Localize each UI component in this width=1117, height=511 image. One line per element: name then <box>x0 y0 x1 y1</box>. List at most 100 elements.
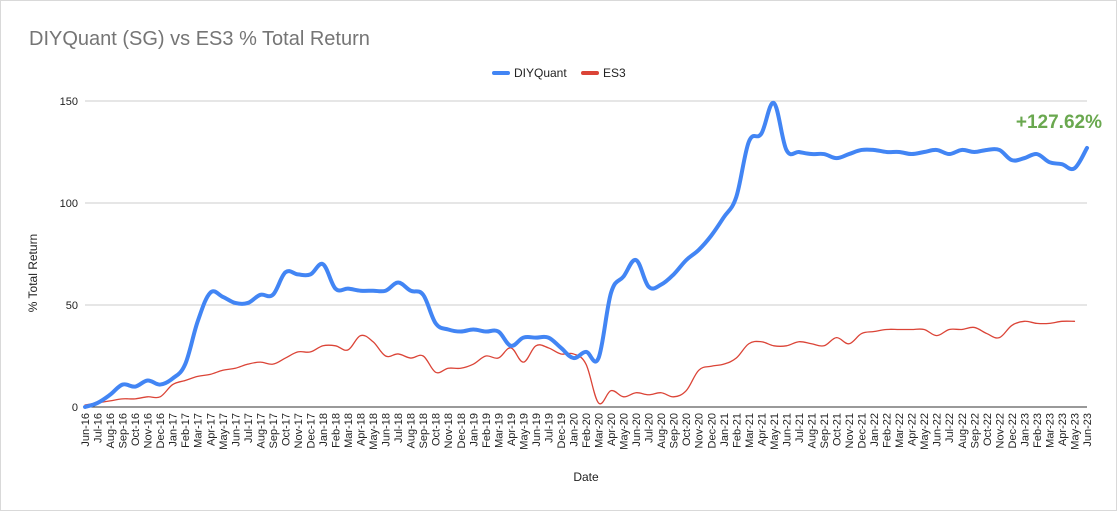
x-tick-label: Jan-21 <box>719 413 731 447</box>
x-tick-label: Jun-21 <box>781 413 793 447</box>
x-tick-label: Mar-21 <box>744 413 756 448</box>
y-tick-label: 100 <box>60 198 78 210</box>
x-tick-label: Jul-21 <box>794 413 806 443</box>
x-tick-label: Dec-22 <box>1007 413 1019 448</box>
x-tick-label: Jan-17 <box>168 413 180 447</box>
x-tick-label: Apr-17 <box>205 413 217 446</box>
x-tick-label: Dec-19 <box>556 413 568 448</box>
x-tick-label: May-17 <box>218 413 230 450</box>
x-tick-label: Mar-23 <box>1044 413 1056 448</box>
x-tick-label: Jun-22 <box>932 413 944 447</box>
y-axis-ticks: 0 50 100 150 <box>60 96 78 414</box>
x-tick-label: Jun-18 <box>381 413 393 447</box>
x-tick-label: Mar-22 <box>894 413 906 448</box>
x-tick-label: Jul-16 <box>93 413 105 443</box>
legend-label-diyquant: DIYQuant <box>514 66 567 80</box>
x-tick-label: Feb-21 <box>731 413 743 448</box>
legend-label-es3: ES3 <box>603 66 626 80</box>
x-tick-label: Dec-18 <box>456 413 468 448</box>
x-tick-label: Jul-22 <box>944 413 956 443</box>
x-tick-label: Jul-17 <box>243 413 255 443</box>
y-tick-label: 0 <box>72 402 78 414</box>
x-tick-label: Dec-17 <box>305 413 317 448</box>
y-tick-label: 50 <box>66 300 78 312</box>
x-tick-label: Jun-19 <box>531 413 543 447</box>
x-tick-label: May-21 <box>769 413 781 450</box>
x-tick-label: Jul-19 <box>543 413 555 443</box>
x-tick-label: May-19 <box>518 413 530 450</box>
x-axis-ticks: Jun-16 Jul-16 Aug-16 Sep-16 Oct-16 Nov-16 Dec-… <box>80 413 1094 450</box>
x-tick-label: Aug-20 <box>656 413 668 448</box>
x-tick-label: Feb-20 <box>581 413 593 448</box>
x-tick-label: Sep-21 <box>819 413 831 448</box>
x-tick-label: Aug-17 <box>255 413 267 448</box>
x-tick-label: Oct-21 <box>832 413 844 446</box>
x-tick-label: Oct-17 <box>280 413 292 446</box>
x-tick-label: Jan-20 <box>568 413 580 447</box>
x-tick-label: Aug-18 <box>406 413 418 448</box>
y-axis-title: % Total Return <box>26 234 40 313</box>
x-tick-label: May-22 <box>919 413 931 450</box>
chart-title: DIYQuant (SG) vs ES3 % Total Return <box>29 28 370 50</box>
x-tick-label: Aug-16 <box>105 413 117 448</box>
x-tick-label: Feb-19 <box>481 413 493 448</box>
x-tick-label: May-18 <box>368 413 380 450</box>
x-tick-label: Sep-22 <box>969 413 981 448</box>
x-tick-label: Aug-22 <box>957 413 969 448</box>
series-line-es3 <box>84 320 1076 406</box>
x-tick-label: Jul-18 <box>393 413 405 443</box>
x-tick-label: Nov-20 <box>694 413 706 448</box>
series-line-diyquant <box>83 101 1089 409</box>
x-tick-label: Oct-20 <box>681 413 693 446</box>
x-tick-label: May-20 <box>619 413 631 450</box>
x-tick-label: Jun-20 <box>631 413 643 447</box>
x-tick-label: Apr-20 <box>606 413 618 446</box>
x-tick-label: Sep-17 <box>268 413 280 448</box>
x-tick-label: Apr-18 <box>356 413 368 446</box>
x-tick-label: Jan-22 <box>869 413 881 447</box>
x-tick-label: Apr-22 <box>907 413 919 446</box>
x-tick-label: Jun-17 <box>230 413 242 447</box>
x-tick-label: Jul-20 <box>644 413 656 443</box>
x-tick-label: May-23 <box>1069 413 1081 450</box>
x-tick-label: Oct-18 <box>431 413 443 446</box>
x-tick-label: Sep-16 <box>118 413 130 448</box>
x-tick-label: Feb-23 <box>1032 413 1044 448</box>
y-tick-label: 150 <box>60 96 78 108</box>
x-tick-label: Jan-18 <box>318 413 330 447</box>
x-tick-label: Mar-17 <box>193 413 205 448</box>
x-axis-title: Date <box>573 470 599 484</box>
x-tick-label: Mar-18 <box>343 413 355 448</box>
legend: DIYQuant ES3 <box>492 66 626 80</box>
x-tick-label: Sep-18 <box>418 413 430 448</box>
x-tick-label: Nov-22 <box>994 413 1006 448</box>
x-tick-label: Jun-23 <box>1082 413 1094 447</box>
x-tick-label: Sep-20 <box>669 413 681 448</box>
x-tick-label: Jun-16 <box>80 413 92 447</box>
x-tick-label: Apr-21 <box>756 413 768 446</box>
x-tick-label: Jan-23 <box>1019 413 1031 447</box>
x-tick-label: Nov-17 <box>293 413 305 448</box>
x-tick-label: Jan-19 <box>468 413 480 447</box>
x-tick-label: Dec-20 <box>706 413 718 448</box>
x-tick-label: Apr-23 <box>1057 413 1069 446</box>
x-tick-label: Oct-16 <box>130 413 142 446</box>
x-tick-label: Oct-22 <box>982 413 994 446</box>
x-tick-label: Apr-19 <box>506 413 518 446</box>
x-tick-label: Nov-18 <box>443 413 455 448</box>
x-tick-label: Feb-18 <box>331 413 343 448</box>
x-tick-label: Dec-21 <box>857 413 869 448</box>
series-lines <box>83 101 1089 409</box>
x-tick-label: Dec-16 <box>155 413 167 448</box>
gridlines <box>85 100 1087 408</box>
x-tick-label: Nov-21 <box>844 413 856 448</box>
x-tick-label: Mar-20 <box>594 413 606 448</box>
x-tick-label: Nov-16 <box>143 413 155 448</box>
x-tick-label: Feb-22 <box>882 413 894 448</box>
final-return-annotation: +127.62% <box>1016 112 1102 133</box>
x-tick-label: Aug-21 <box>806 413 818 448</box>
x-tick-label: Feb-17 <box>180 413 192 448</box>
x-tick-label: Mar-19 <box>493 413 505 448</box>
